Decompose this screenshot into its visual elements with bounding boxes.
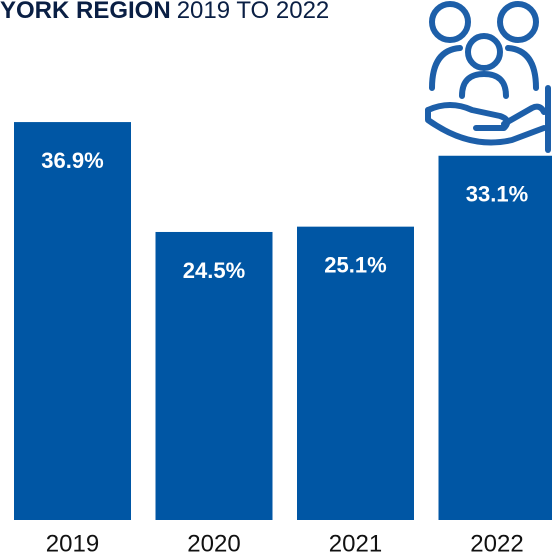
bar [155, 231, 273, 520]
x-tick-label: 2022 [470, 530, 523, 557]
chart-subtitle: 2019 TO 2022 [177, 0, 330, 24]
value-label: 33.1% [466, 182, 528, 207]
chart-title-group: YORK REGION 2019 TO 2022 [0, 0, 329, 24]
chart-title: YORK REGION [0, 0, 171, 24]
x-tick-label: 2020 [187, 530, 240, 557]
family-icon [425, 1, 551, 153]
bar [438, 155, 552, 520]
value-label: 36.9% [41, 148, 103, 173]
bar [297, 226, 414, 520]
x-tick-label: 2021 [329, 530, 382, 557]
value-label: 24.5% [183, 258, 245, 283]
value-label: 25.1% [324, 252, 386, 277]
x-tick-label: 2019 [46, 530, 99, 557]
bar [14, 122, 131, 520]
